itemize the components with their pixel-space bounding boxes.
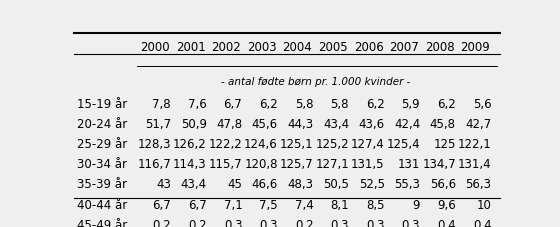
Text: 52,5: 52,5 bbox=[358, 178, 385, 190]
Text: 43: 43 bbox=[156, 178, 171, 190]
Text: 0,4: 0,4 bbox=[437, 218, 456, 227]
Text: 44,3: 44,3 bbox=[287, 117, 314, 130]
Text: 15-19 år: 15-19 år bbox=[77, 97, 127, 110]
Text: 9: 9 bbox=[413, 198, 420, 211]
Text: 0,2: 0,2 bbox=[295, 218, 314, 227]
Text: 40-44 år: 40-44 år bbox=[77, 198, 127, 211]
Text: 30-34 år: 30-34 år bbox=[77, 158, 127, 170]
Text: 115,7: 115,7 bbox=[209, 158, 242, 170]
Text: 45: 45 bbox=[227, 178, 242, 190]
Text: 127,4: 127,4 bbox=[351, 137, 385, 150]
Text: 120,8: 120,8 bbox=[244, 158, 278, 170]
Text: 6,2: 6,2 bbox=[366, 97, 385, 110]
Text: 7,4: 7,4 bbox=[295, 198, 314, 211]
Text: 5,9: 5,9 bbox=[402, 97, 420, 110]
Text: 35-39 år: 35-39 år bbox=[77, 178, 127, 190]
Text: 50,5: 50,5 bbox=[323, 178, 349, 190]
Text: 6,2: 6,2 bbox=[259, 97, 278, 110]
Text: 128,3: 128,3 bbox=[138, 137, 171, 150]
Text: 7,1: 7,1 bbox=[223, 198, 242, 211]
Text: 5,8: 5,8 bbox=[295, 97, 314, 110]
Text: 0,3: 0,3 bbox=[330, 218, 349, 227]
Text: 0,2: 0,2 bbox=[188, 218, 207, 227]
Text: 0,3: 0,3 bbox=[402, 218, 420, 227]
Text: 6,7: 6,7 bbox=[188, 198, 207, 211]
Text: - antal fødte børn pr. 1.000 kvinder -: - antal fødte børn pr. 1.000 kvinder - bbox=[221, 76, 410, 86]
Text: 124,6: 124,6 bbox=[244, 137, 278, 150]
Text: 0,4: 0,4 bbox=[473, 218, 492, 227]
Text: 2000: 2000 bbox=[140, 41, 170, 54]
Text: 6,7: 6,7 bbox=[152, 198, 171, 211]
Text: 56,3: 56,3 bbox=[465, 178, 492, 190]
Text: 50,9: 50,9 bbox=[181, 117, 207, 130]
Text: 131,4: 131,4 bbox=[458, 158, 492, 170]
Text: 0,3: 0,3 bbox=[224, 218, 242, 227]
Text: 47,8: 47,8 bbox=[216, 117, 242, 130]
Text: 42,4: 42,4 bbox=[394, 117, 420, 130]
Text: 134,7: 134,7 bbox=[422, 158, 456, 170]
Text: 125,4: 125,4 bbox=[386, 137, 420, 150]
Text: 55,3: 55,3 bbox=[394, 178, 420, 190]
Text: 56,6: 56,6 bbox=[430, 178, 456, 190]
Text: 125,1: 125,1 bbox=[280, 137, 314, 150]
Text: 20-24 år: 20-24 år bbox=[77, 117, 127, 130]
Text: 131,5: 131,5 bbox=[351, 158, 385, 170]
Text: 51,7: 51,7 bbox=[145, 117, 171, 130]
Text: 8,1: 8,1 bbox=[330, 198, 349, 211]
Text: 116,7: 116,7 bbox=[137, 158, 171, 170]
Text: 2004: 2004 bbox=[283, 41, 312, 54]
Text: 122,1: 122,1 bbox=[458, 137, 492, 150]
Text: 114,3: 114,3 bbox=[173, 158, 207, 170]
Text: 45-49 år: 45-49 år bbox=[77, 218, 127, 227]
Text: 2007: 2007 bbox=[389, 41, 419, 54]
Text: 43,4: 43,4 bbox=[323, 117, 349, 130]
Text: 5,6: 5,6 bbox=[473, 97, 492, 110]
Text: 131: 131 bbox=[398, 158, 420, 170]
Text: 2002: 2002 bbox=[211, 41, 241, 54]
Text: 2008: 2008 bbox=[425, 41, 455, 54]
Text: 125,7: 125,7 bbox=[280, 158, 314, 170]
Text: 8,5: 8,5 bbox=[366, 198, 385, 211]
Text: 0,2: 0,2 bbox=[152, 218, 171, 227]
Text: 7,5: 7,5 bbox=[259, 198, 278, 211]
Text: 0,3: 0,3 bbox=[259, 218, 278, 227]
Text: 2009: 2009 bbox=[460, 41, 490, 54]
Text: 6,2: 6,2 bbox=[437, 97, 456, 110]
Text: 45,8: 45,8 bbox=[430, 117, 456, 130]
Text: 48,3: 48,3 bbox=[287, 178, 314, 190]
Text: 25-29 år: 25-29 år bbox=[77, 137, 127, 150]
Text: 7,6: 7,6 bbox=[188, 97, 207, 110]
Text: 2006: 2006 bbox=[354, 41, 384, 54]
Text: 42,7: 42,7 bbox=[465, 117, 492, 130]
Text: 122,2: 122,2 bbox=[208, 137, 242, 150]
Text: 43,6: 43,6 bbox=[358, 117, 385, 130]
Text: 7,8: 7,8 bbox=[152, 97, 171, 110]
Text: 5,8: 5,8 bbox=[330, 97, 349, 110]
Text: 45,6: 45,6 bbox=[252, 117, 278, 130]
Text: 0,3: 0,3 bbox=[366, 218, 385, 227]
Text: 9,6: 9,6 bbox=[437, 198, 456, 211]
Text: 10: 10 bbox=[477, 198, 492, 211]
Text: 127,1: 127,1 bbox=[315, 158, 349, 170]
Text: 2001: 2001 bbox=[176, 41, 206, 54]
Text: 2005: 2005 bbox=[318, 41, 348, 54]
Text: 125: 125 bbox=[433, 137, 456, 150]
Text: 126,2: 126,2 bbox=[173, 137, 207, 150]
Text: 46,6: 46,6 bbox=[251, 178, 278, 190]
Text: 43,4: 43,4 bbox=[180, 178, 207, 190]
Text: 6,7: 6,7 bbox=[223, 97, 242, 110]
Text: 2003: 2003 bbox=[247, 41, 277, 54]
Text: 125,2: 125,2 bbox=[315, 137, 349, 150]
